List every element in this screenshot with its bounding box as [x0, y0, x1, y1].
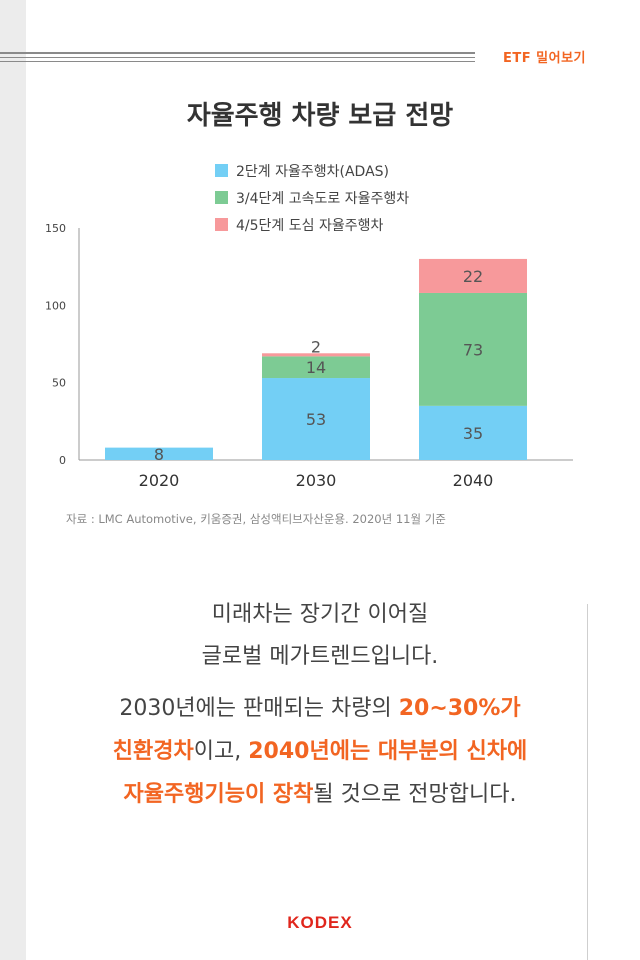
bar-segment — [419, 405, 527, 460]
body-highlight: 자율주행기능이 장착 — [123, 782, 314, 807]
body-text: 될 것으로 전망합니다. — [313, 782, 517, 807]
bar-segment — [105, 447, 213, 460]
bar-value-label: 73 — [463, 340, 483, 359]
legend-label-adas: 2단계 자율주행차(ADAS) — [236, 163, 390, 180]
source-note: 자료 : LMC Automotive, 키움증권, 삼성액티브자산운용. 20… — [66, 512, 446, 526]
body-line-1: 2030년에는 판매되는 차량의 20~30%가 — [0, 687, 640, 730]
headline-line-1: 미래차는 장기간 이어질 — [211, 602, 429, 627]
bar-segment — [262, 353, 370, 357]
headline-message: 미래차는 장기간 이어질 글로벌 메가트렌드입니다. — [0, 594, 640, 678]
bar-segment — [262, 378, 370, 460]
body-highlight: 2040년에는 대부분의 신차에 — [248, 739, 528, 764]
kodex-logo: KODEX — [287, 913, 353, 932]
y-tick-label: 0 — [59, 454, 66, 467]
bar-segment — [419, 292, 527, 406]
header-rule — [0, 52, 475, 65]
y-tick-label: 100 — [45, 299, 66, 312]
bar-segment — [419, 258, 527, 293]
y-tick-label: 150 — [45, 222, 66, 235]
legend-label-urban: 4/5단계 도심 자율주행차 — [236, 217, 384, 234]
body-text: 2030년에는 판매되는 차량의 — [119, 696, 399, 721]
bar-value-label: 53 — [306, 410, 326, 429]
body-highlight: 친환경차 — [112, 739, 194, 764]
x-tick-label: 2040 — [453, 471, 494, 490]
body-message: 2030년에는 판매되는 차량의 20~30%가 친환경차이고, 2040년에는… — [0, 687, 640, 816]
chart-title: 자율주행 차량 보급 전망 — [186, 101, 454, 131]
legend-swatch-urban — [215, 218, 228, 231]
legend-label-highway: 3/4단계 고속도로 자율주행차 — [236, 190, 410, 207]
x-tick-label: 2020 — [139, 471, 180, 490]
body-highlight: 20~30%가 — [398, 696, 521, 721]
bar-segment — [262, 356, 370, 379]
stacked-bar-chart: 0 50 100 150 8 2020 53 14 2 2030 35 73 22 2040 — [45, 222, 573, 490]
right-rule — [587, 604, 588, 960]
legend-swatch-highway — [215, 191, 228, 204]
bar-value-label: 8 — [154, 445, 164, 464]
body-line-3: 자율주행기능이 장착될 것으로 전망합니다. — [0, 773, 640, 816]
chart-legend: 2단계 자율주행차(ADAS) 3/4단계 고속도로 자율주행차 4/5단계 도… — [215, 157, 409, 238]
series-label: ETF 밀어보기 — [503, 51, 586, 66]
legend-item-highway: 3/4단계 고속도로 자율주행차 — [215, 184, 409, 211]
bar-value-label: 22 — [463, 267, 483, 286]
legend-item-urban: 4/5단계 도심 자율주행차 — [215, 211, 409, 238]
bar-value-label: 2 — [311, 337, 321, 356]
body-line-2: 친환경차이고, 2040년에는 대부분의 신차에 — [0, 730, 640, 773]
headline-line-2: 글로벌 메가트렌드입니다. — [201, 644, 439, 669]
left-band — [0, 0, 26, 960]
body-text: 이고, — [193, 739, 249, 764]
y-tick-label: 50 — [52, 377, 66, 390]
x-tick-label: 2030 — [296, 471, 337, 490]
legend-item-adas: 2단계 자율주행차(ADAS) — [215, 157, 409, 184]
bar-value-label: 35 — [463, 424, 483, 443]
legend-swatch-adas — [215, 164, 228, 177]
bar-value-label: 14 — [306, 358, 326, 377]
